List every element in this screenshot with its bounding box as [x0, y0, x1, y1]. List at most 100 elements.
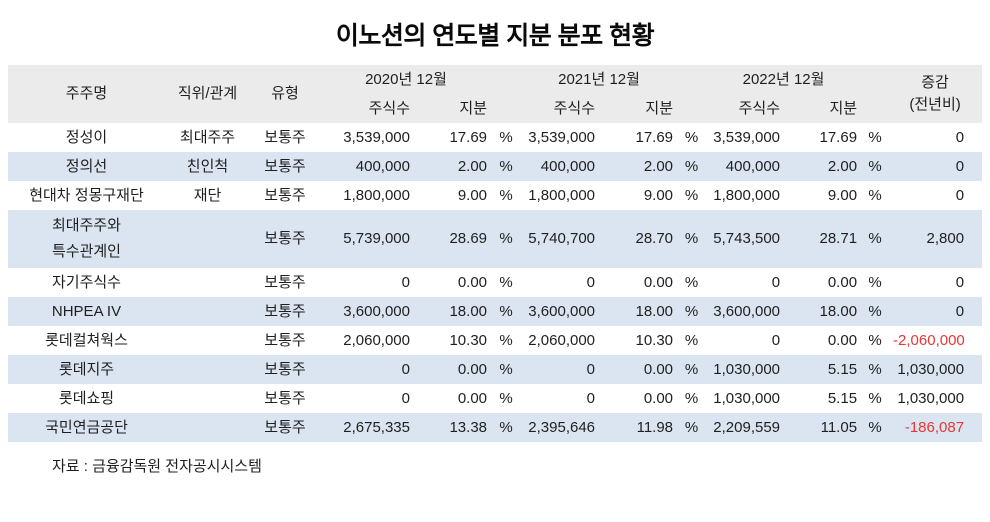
cell-change: -186,087 — [904, 418, 965, 436]
cell-y2021-shares: 2,060,000 — [528, 331, 596, 349]
table-row: 현대차 정몽구재단 재단 보통주 1,800,000 9.00% 1,800,000 9.0… — [8, 181, 982, 210]
col-header-pct-2020 — [492, 65, 521, 123]
col-header-pct-2022 — [862, 65, 889, 123]
percent-sign: % — [499, 157, 513, 175]
cell-y2021-shares: 3,600,000 — [528, 302, 596, 320]
cell-relation: 친인척 — [186, 157, 229, 175]
cell-type: 보통주 — [264, 360, 306, 378]
table-row: 국민연금공단 보통주 2,675,335 13.38% 2,395,646 11.98% 2… — [8, 413, 983, 442]
col-header-relation: 직위/관계 — [165, 65, 250, 123]
cell-y2022-stake: 28.71 — [819, 230, 858, 247]
cell-y2020-shares: 3,539,000 — [343, 128, 410, 146]
cell-relation: 재단 — [193, 186, 222, 204]
cell-y2020-shares: 0 — [401, 360, 410, 378]
cell-name: 롯데지주 — [58, 360, 115, 378]
cell-y2021-stake: 10.30 — [635, 331, 674, 349]
cell-y2021-shares: 5,740,700 — [528, 230, 596, 247]
cell-y2022-shares: 400,000 — [725, 157, 781, 175]
percent-sign: % — [868, 157, 882, 175]
cell-y2020-stake: 17.69 — [449, 128, 488, 146]
change-label-line1: 증감 — [921, 74, 949, 91]
cell-y2022-stake: 2.00 — [827, 157, 858, 175]
percent-sign: % — [499, 186, 513, 204]
cell-y2021-shares: 0 — [586, 273, 596, 291]
cell-change: 1,030,000 — [897, 360, 965, 378]
cell-y2022-stake: 9.00 — [827, 186, 858, 204]
cell-type: 보통주 — [264, 230, 306, 247]
percent-sign: % — [499, 273, 513, 291]
cell-y2022-shares: 5,743,500 — [713, 230, 781, 247]
cell-y2020-shares: 5,739,000 — [343, 230, 410, 247]
page: 이노션의 연도별 지분 분포 현황 주주명 직위/관계 유형 2020년 12월… — [0, 16, 990, 476]
cell-type: 보통주 — [264, 273, 306, 291]
cell-y2020-stake: 18.00 — [449, 302, 488, 320]
cell-y2021-stake: 18.00 — [635, 302, 674, 320]
cell-change: 1,030,000 — [897, 389, 965, 407]
percent-sign: % — [684, 331, 699, 349]
cell-y2022-shares: 0 — [771, 273, 781, 291]
cell-y2020-shares: 1,800,000 — [343, 186, 410, 204]
table-row: 정의선 친인척 보통주 400,000 2.00% 400,000 2.00% 400,000… — [8, 152, 983, 181]
cell-change: -2,060,000 — [893, 331, 965, 349]
cell-name: 국민연금공단 — [45, 418, 128, 436]
cell-y2020-stake: 0.00 — [457, 389, 488, 407]
cell-y2022-stake: 0.00 — [827, 331, 858, 349]
cell-y2021-shares: 400,000 — [540, 157, 596, 175]
cell-type: 보통주 — [264, 157, 306, 175]
cell-y2022-shares: 1,800,000 — [713, 186, 781, 204]
col-subheader-shares-2020: 주식수 — [320, 94, 415, 123]
percent-sign: % — [684, 360, 699, 378]
cell-y2021-stake: 17.69 — [635, 128, 674, 146]
cell-change: 0 — [955, 186, 965, 204]
percent-sign: % — [868, 331, 882, 349]
cell-name: NHPEA IV — [51, 302, 122, 320]
percent-sign: % — [499, 389, 513, 407]
percent-sign: % — [499, 331, 513, 349]
cell-change: 0 — [955, 157, 965, 175]
cell-y2021-stake: 0.00 — [643, 389, 674, 407]
cell-y2022-shares: 3,600,000 — [713, 302, 781, 320]
cell-y2021-stake: 0.00 — [643, 273, 674, 291]
cell-y2020-shares: 0 — [401, 273, 410, 291]
cell-y2022-shares: 2,209,559 — [713, 418, 781, 436]
cell-y2021-shares: 3,539,000 — [528, 128, 596, 146]
cell-y2022-shares: 1,030,000 — [713, 389, 781, 407]
cell-y2020-stake: 9.00 — [457, 186, 488, 204]
table-row: 정성이 최대주주 보통주 3,539,000 17.69% 3,539,000 17.69%… — [8, 123, 982, 152]
cell-y2020-shares: 0 — [401, 389, 410, 407]
percent-sign: % — [684, 273, 699, 291]
cell-relation — [165, 355, 250, 384]
percent-sign: % — [499, 360, 513, 378]
table-row: 최대주주와 특수관계인 보통주 5,739,000 28.69% 5,740,700 28… — [8, 210, 983, 268]
cell-y2020-shares: 2,675,335 — [343, 418, 410, 436]
header-row-sub: 주식수 지분 주식수 지분 주식수 지분 — [8, 94, 982, 123]
percent-sign: % — [684, 389, 699, 407]
cell-name: 롯데쇼핑 — [58, 389, 115, 407]
cell-y2022-stake: 0.00 — [827, 273, 858, 291]
cell-y2022-shares: 1,030,000 — [713, 360, 781, 378]
cell-change: 0 — [955, 302, 965, 320]
cell-y2022-shares: 3,539,000 — [713, 128, 781, 146]
cell-change: 2,800 — [926, 230, 965, 247]
cell-type: 보통주 — [264, 302, 306, 320]
col-header-shareholder: 주주명 — [8, 65, 165, 123]
cell-relation — [165, 297, 250, 326]
table-body: 정성이 최대주주 보통주 3,539,000 17.69% 3,539,000 17.69%… — [8, 123, 983, 442]
cell-name: 정성이 — [65, 128, 108, 146]
cell-y2020-shares: 400,000 — [355, 157, 410, 175]
source-note: 자료 : 금융감독원 전자공시시스템 — [52, 458, 262, 475]
percent-sign: % — [684, 128, 699, 146]
percent-sign: % — [499, 128, 513, 146]
percent-sign: % — [868, 360, 882, 378]
cell-type: 보통주 — [264, 186, 306, 204]
cell-change: 0 — [955, 128, 965, 146]
col-subheader-shares-2021: 주식수 — [520, 94, 601, 123]
col-header-change: 증감 (전년비) — [888, 65, 983, 123]
percent-sign: % — [684, 186, 699, 204]
cell-y2022-shares: 0 — [771, 331, 781, 349]
table-row: 롯데쇼핑 보통주 0 0.00% 0 0.00% 1,030,000 5.15% 1,030,0… — [8, 384, 982, 413]
cell-relation — [165, 268, 250, 297]
cell-name: 현대차 정몽구재단 — [29, 186, 144, 204]
table-row: NHPEA IV 보통주 3,600,000 18.00% 3,600,000 18.00… — [8, 297, 983, 326]
percent-sign: % — [684, 418, 699, 436]
